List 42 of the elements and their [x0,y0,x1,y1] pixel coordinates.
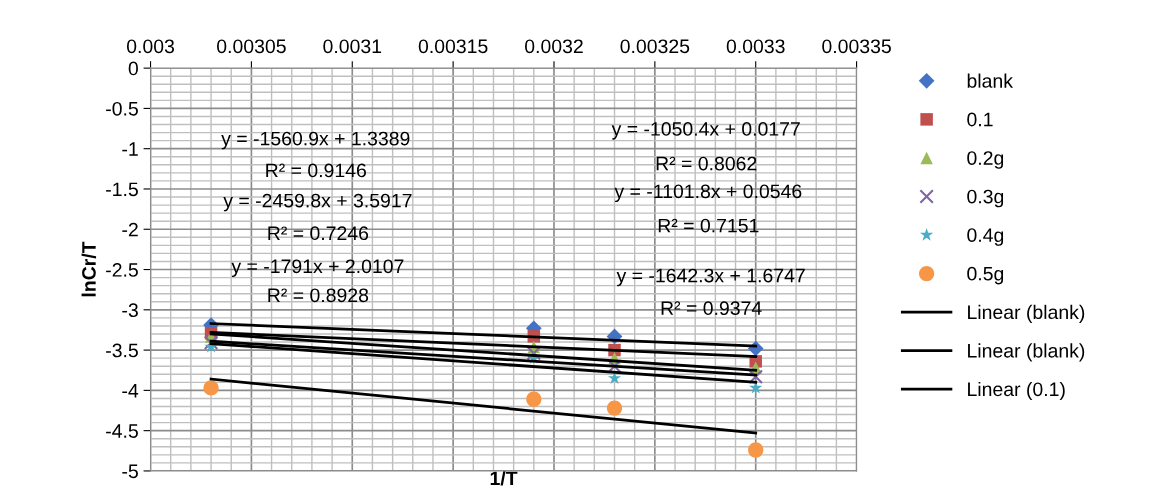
x-axis-title: 1/T [490,470,518,486]
annotation: y = -2459.8x + 3.5917 [223,193,412,212]
legend-label: 0.2g [967,151,1004,169]
annotation: R² = 0.7246 [268,226,369,241]
y-tick-label: -4.5 [106,424,138,438]
y-tick-label: -1.5 [106,182,138,197]
legend-label: 0.5g [967,266,1004,285]
annotation: R² = 0.9374 [661,301,762,316]
annotation: y = -1101.8x + 0.0546 [614,184,802,203]
legend-label: Linear (blank) [968,304,1085,323]
annotation: y = -1791x + 2.0107 [231,259,404,277]
annotation: R² = 0.8062 [656,156,757,171]
annotation: R² = 0.9146 [266,163,366,178]
legend-label: 0.1 [967,112,993,127]
y-tick-label: -2.5 [106,263,138,277]
legend-label: blank [967,73,1013,88]
x-tick-label: 0.003 [126,39,175,54]
legend-label: Linear (0.1) [968,381,1065,401]
x-tick-label: 0.00325 [620,39,690,54]
legend-label: Linear (blank) [968,343,1085,362]
annotation: y = -1050.4x + 0.0177 [611,122,800,140]
y-tick-label: -1 [122,142,138,156]
legend-label: 0.3g [967,189,1004,208]
x-tick-label: 0.0033 [726,39,785,54]
y-axis-title: lnCr/T [81,241,97,297]
y-tick-label: -2 [122,222,138,237]
y-tick-label: -4 [122,384,139,398]
x-tick-label: 0.00335 [822,39,891,54]
annotation: y = -1642.3x + 1.6747 [616,268,805,287]
annotation: R² = 0.7151 [658,218,759,233]
x-tick-label: 0.00315 [418,39,488,54]
y-tick-label: -5 [122,464,138,479]
annotation: R² = 0.8928 [268,288,369,303]
x-tick-label: 0.0031 [323,39,382,54]
y-tick-label: -0.5 [106,101,138,116]
y-tick-label: 0 [128,61,138,76]
legend-label: 0.4g [967,228,1004,246]
y-tick-label: -3.5 [106,343,138,358]
x-tick-label: 0.0032 [525,39,583,54]
annotation: y = -1560.9x + 1.3389 [221,131,410,150]
y-tick-label: -3 [122,303,138,318]
x-tick-label: 0.00305 [217,39,286,54]
